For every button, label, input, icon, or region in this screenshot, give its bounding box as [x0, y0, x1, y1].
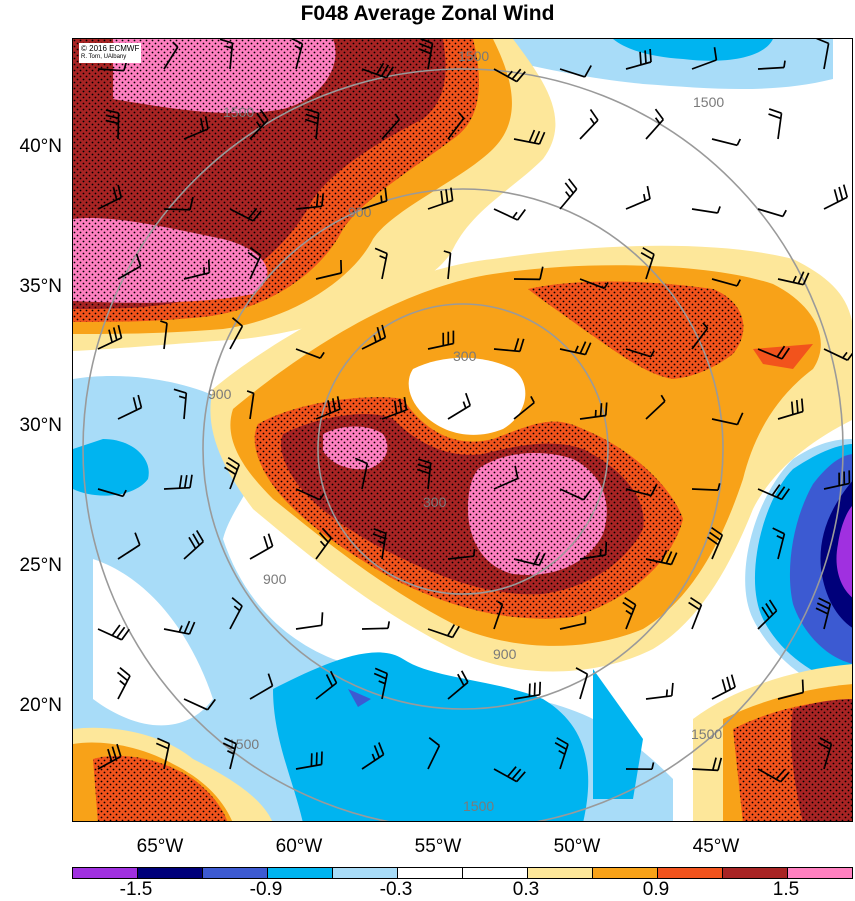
wind-barb-feather — [797, 400, 798, 413]
colorbar-swatch — [528, 868, 593, 878]
wind-barb-feather — [802, 399, 803, 412]
ring-label-1500-southeast: 1500 — [691, 726, 722, 742]
lon-label-60w: 60°W — [249, 836, 349, 858]
wind-barb-staff — [118, 113, 119, 139]
wind-barb-feather — [803, 680, 804, 693]
wind-barb-staff — [362, 628, 388, 629]
wind-barb-feather — [381, 196, 382, 203]
colorbar-swatch — [73, 868, 138, 878]
wind-barb-feather — [792, 402, 793, 415]
wind-barb-feather — [672, 683, 673, 696]
wind-barb-feather — [388, 621, 389, 628]
wind-barb-feather — [645, 50, 646, 63]
map-panel: 300 300 900 900 900 900 1500 1500 1500 1… — [72, 38, 853, 822]
colorbar-label-1-5: 1.5 — [756, 879, 816, 901]
wind-barb-feather — [606, 542, 607, 555]
wind-barb-feather — [640, 52, 641, 65]
colorbar-swatch — [463, 868, 528, 878]
wind-barb-feather — [667, 690, 668, 697]
wind-barb-feather — [209, 260, 210, 273]
colorbar — [72, 867, 853, 879]
lat-label-30n: 30°N — [0, 415, 62, 437]
colorbar-swatch — [333, 868, 398, 878]
zonal-wind-map: 300 300 900 900 900 900 1500 1500 1500 1… — [73, 39, 853, 822]
ring-label-1500-southwest: 1500 — [228, 736, 259, 752]
lat-label-40n: 40°N — [0, 136, 62, 158]
ring-label-900-west: 900 — [208, 386, 232, 402]
wind-barb-feather — [529, 684, 530, 697]
ring-label-900-southwest: 900 — [263, 571, 287, 587]
wind-barb-feather — [535, 683, 536, 696]
ring-label-1500-northwest: 1500 — [223, 104, 254, 120]
colorbar-swatch — [788, 868, 852, 878]
colorbar-swatch — [593, 868, 658, 878]
colorbar-swatch — [658, 868, 723, 878]
lon-label-50w: 50°W — [527, 836, 627, 858]
ring-label-1500-north: 1500 — [458, 48, 489, 64]
ring-label-1500-south: 1500 — [463, 798, 494, 814]
wind-barb-feather — [650, 49, 651, 62]
wind-barb-staff — [164, 209, 190, 210]
colorbar-label-neg-0-3: -0.3 — [366, 879, 426, 901]
colorbar-label-0-3: 0.3 — [496, 879, 556, 901]
lon-label-65w: 65°W — [110, 836, 210, 858]
wind-barb-feather — [474, 549, 475, 556]
colorbar-label-neg-0-9: -0.9 — [236, 879, 296, 901]
wind-barb-feather — [322, 612, 323, 625]
map-title: F048 Average Zonal Wind — [0, 2, 855, 26]
ring-label-1500-northeast: 1500 — [693, 94, 724, 110]
copyright-line: © 2016 ECMWF — [81, 44, 139, 53]
ring-label-900-south: 900 — [493, 646, 517, 662]
wind-barb-feather — [784, 61, 785, 68]
lat-label-25n: 25°N — [0, 555, 62, 577]
colorbar-swatch — [268, 868, 333, 878]
colorbar-swatch — [203, 868, 268, 878]
colorbar-swatch — [723, 868, 788, 878]
wind-barb-feather — [540, 682, 541, 695]
wind-barb-feather — [606, 403, 607, 416]
colorbar-swatch — [398, 868, 463, 878]
colorbar-swatch — [138, 868, 203, 878]
copyright-notice: © 2016 ECMWF R. Torn, UAlbany — [79, 43, 141, 63]
ring-label-300-north: 300 — [453, 348, 477, 364]
lon-label-55w: 55°W — [388, 836, 488, 858]
colorbar-label-neg-1-5: -1.5 — [106, 879, 166, 901]
wind-barb-feather — [601, 403, 602, 416]
lat-label-20n: 20°N — [0, 695, 62, 717]
lat-label-35n: 35°N — [0, 276, 62, 298]
author-line: R. Torn, UAlbany — [81, 53, 139, 62]
lon-label-45w: 45°W — [666, 836, 766, 858]
colorbar-label-0-9: 0.9 — [626, 879, 686, 901]
ring-label-300-south: 300 — [423, 494, 447, 510]
wind-barb-staff — [692, 489, 718, 490]
